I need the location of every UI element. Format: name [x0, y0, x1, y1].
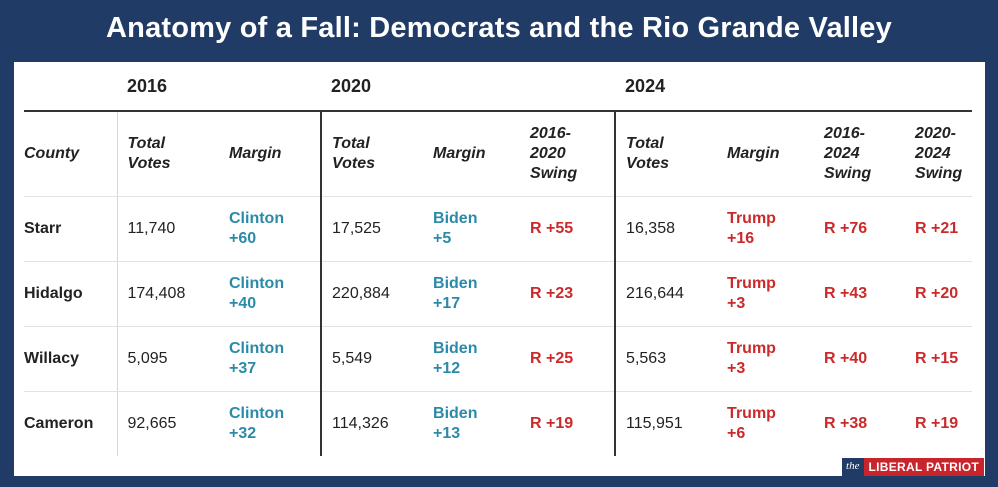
county-name: Cameron	[24, 415, 94, 432]
column-header-swing-2016-2024: 2016- 2024 Swing	[814, 111, 906, 197]
total-votes-2016: 5,095	[116, 326, 219, 392]
total-votes-2024: 216,644	[614, 261, 718, 327]
swing-2020-2024: R +19	[915, 415, 959, 432]
table-row: Starr 11,740 Clinton +60 17,525 Biden +5 R…	[24, 196, 973, 262]
margin-2024: Trump +3	[717, 261, 815, 327]
column-header-total-votes-2016: Total Votes	[116, 111, 219, 197]
results-panel: 2016 2020 2024 County Total Votes Margin …	[14, 62, 985, 476]
margin-2020: Biden +13	[433, 405, 478, 442]
total-votes-2024: 115,951	[614, 391, 718, 456]
swing-2016-2020: R +55	[520, 196, 616, 262]
liberal-patriot-logo: the LIBERAL PATRIOT	[842, 458, 984, 476]
swing-2016-2020: R +19	[530, 415, 574, 432]
swing-2016-2020: R +23	[520, 261, 616, 327]
swing-2016-2024: R +38	[824, 415, 868, 432]
column-header-county: County	[24, 111, 117, 197]
year-header-row: 2016 2020 2024	[24, 62, 973, 112]
table-row: Cameron 92,665 Clinton +32 114,326 Biden +…	[24, 391, 972, 456]
margin-2016: Clinton +60	[219, 196, 322, 262]
year-header-blank	[24, 62, 117, 112]
total-votes-2016: 174,408	[116, 261, 219, 327]
swing-2020-2024: R +20	[905, 261, 973, 327]
swing-2016-2024: R +43	[814, 261, 906, 327]
margin-2016: Clinton +40	[219, 261, 322, 327]
county-name: Willacy	[24, 326, 117, 392]
column-header-margin-2024: Margin	[717, 111, 815, 197]
margin-2020: Biden +17	[423, 261, 521, 327]
total-votes-2020: 5,549	[320, 326, 424, 392]
column-header-swing-2020-2024: 2020- 2024 Swing	[905, 111, 973, 197]
county-name: Hidalgo	[24, 261, 117, 327]
margin-2024: Trump +6	[727, 405, 776, 442]
column-header-total-votes-2020: Total Votes	[320, 111, 424, 197]
swing-2016-2020: R +25	[520, 326, 616, 392]
swing-2020-2024: R +21	[905, 196, 973, 262]
table-row: Willacy 5,095 Clinton +37 5,549 Biden +12 …	[24, 326, 973, 392]
column-header-margin-2016: Margin	[219, 111, 322, 197]
column-header-margin-2020: Margin	[423, 111, 521, 197]
table-row: Hidalgo 174,408 Clinton +40 220,884 Biden…	[24, 261, 973, 327]
year-header-2016: 2016	[117, 62, 322, 112]
year-header-2020: 2020	[321, 62, 616, 112]
margin-2020: Biden +5	[423, 196, 521, 262]
margin-2024: Trump +3	[717, 326, 815, 392]
total-votes-2024: 16,358	[614, 196, 718, 262]
margin-2020: Biden +12	[423, 326, 521, 392]
results-table: 2016 2020 2024 County Total Votes Margin …	[24, 62, 973, 456]
total-votes-2024: 5,563	[614, 326, 718, 392]
margin-2016: Clinton +37	[219, 326, 322, 392]
total-votes-2020: 17,525	[320, 196, 424, 262]
margin-2024: Trump +16	[717, 196, 815, 262]
column-header-total-votes-2024: Total Votes	[614, 111, 718, 197]
swing-2016-2024: R +40	[814, 326, 906, 392]
total-votes-2020: 114,326	[320, 391, 424, 456]
total-votes-2016: 11,740	[116, 196, 219, 262]
swing-2016-2024: R +76	[814, 196, 906, 262]
year-header-2024: 2024	[615, 62, 973, 112]
total-votes-2020: 220,884	[320, 261, 424, 327]
swing-2020-2024: R +15	[905, 326, 973, 392]
column-header-swing-2016-2020: 2016- 2020 Swing	[520, 111, 616, 197]
column-header-row: County Total Votes Margin Total Votes Marg…	[24, 111, 973, 197]
county-name: Starr	[24, 196, 117, 262]
page-title: Anatomy of a Fall: Democrats and the Rio…	[106, 12, 892, 44]
logo-the-text: the	[842, 458, 864, 476]
margin-2016: Clinton +32	[229, 405, 285, 442]
total-votes-2016: 92,665	[116, 391, 219, 456]
logo-name-text: LIBERAL PATRIOT	[863, 458, 984, 476]
